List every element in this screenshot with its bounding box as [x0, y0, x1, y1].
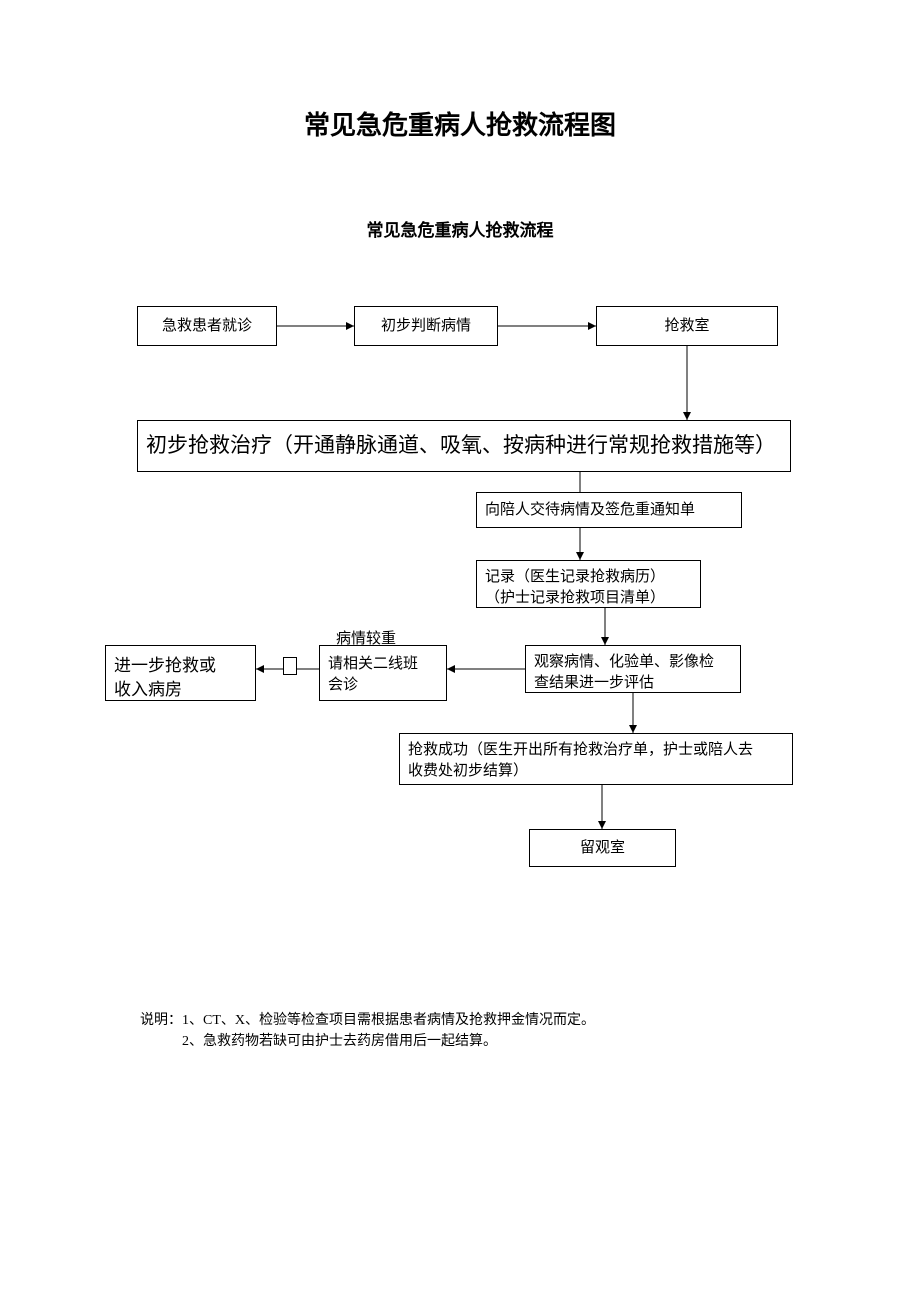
edge-label-severe: 病情较重	[336, 627, 396, 648]
node-n2: 初步判断病情	[354, 306, 498, 346]
node-n5: 向陪人交待病情及签危重通知单	[476, 492, 742, 528]
node-n11: 留观室	[529, 829, 676, 867]
main-title: 常见急危重病人抢救流程图	[0, 105, 920, 142]
node-n8: 请相关二线班 会诊	[319, 645, 447, 701]
notes-block: 说明：1、CT、X、检验等检查项目需根据患者病情及抢救押金情况而定。 说明：2、…	[140, 1010, 595, 1052]
node-n9: 进一步抢救或 收入病房	[105, 645, 256, 701]
subtitle: 常见急危重病人抢救流程	[0, 216, 920, 241]
notes-line-2: 2、急救药物若缺可由护士去药房借用后一起结算。	[182, 1034, 497, 1049]
notes-line-1: 1、CT、X、检验等检查项目需根据患者病情及抢救押金情况而定。	[182, 1013, 595, 1028]
node-n4: 初步抢救治疗（开通静脉通道、吸氧、按病种进行常规抢救措施等）	[137, 420, 791, 472]
notes-prefix: 说明：	[140, 1013, 182, 1028]
edge-midmarker	[283, 657, 297, 675]
node-n7: 观察病情、化验单、影像检 查结果进一步评估	[525, 645, 741, 693]
node-n1: 急救患者就诊	[137, 306, 277, 346]
node-n3: 抢救室	[596, 306, 778, 346]
node-n10: 抢救成功（医生开出所有抢救治疗单，护士或陪人去 收费处初步结算）	[399, 733, 793, 785]
node-n6: 记录（医生记录抢救病历） （护士记录抢救项目清单）	[476, 560, 701, 608]
